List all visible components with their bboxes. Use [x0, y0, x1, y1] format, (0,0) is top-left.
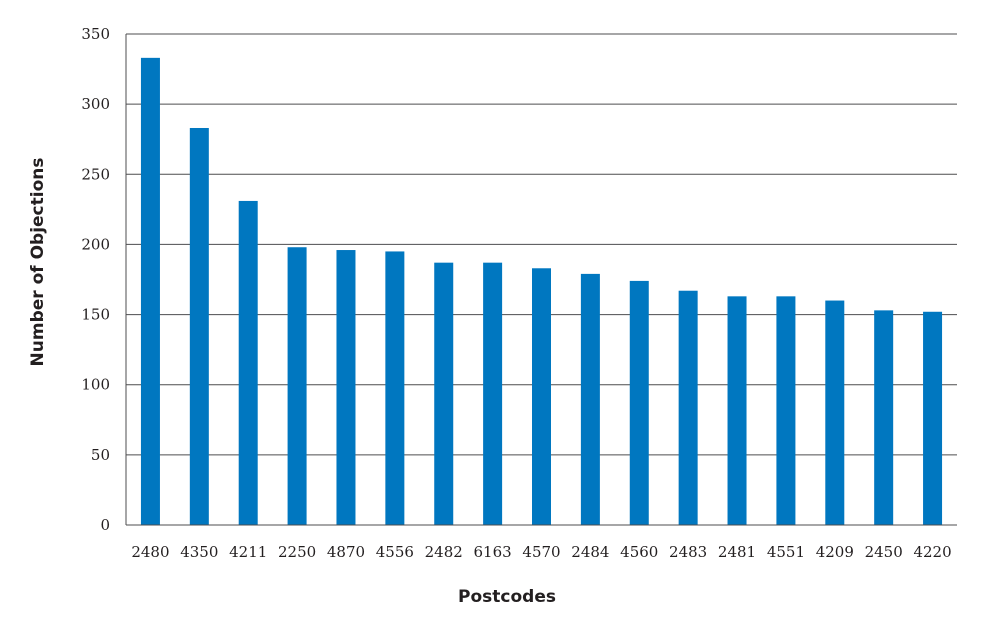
- bar: [825, 300, 845, 525]
- bar: [483, 262, 503, 525]
- y-tick-label: 50: [91, 446, 110, 464]
- bar: [434, 262, 454, 525]
- x-tick-label: 4551: [767, 543, 805, 561]
- bar: [776, 296, 796, 525]
- bar: [140, 57, 160, 525]
- x-tick-label: 4350: [180, 543, 218, 561]
- axes: [125, 34, 957, 526]
- x-tick-label: 2450: [865, 543, 903, 561]
- bar: [580, 273, 600, 525]
- x-tick-label: 4560: [620, 543, 658, 561]
- bar: [385, 251, 405, 525]
- y-tick-label: 350: [81, 25, 110, 43]
- x-tick-label: 4570: [522, 543, 560, 561]
- y-axis-title: Number of Objections: [28, 158, 48, 367]
- x-tick-label: 4209: [816, 543, 854, 561]
- x-tick-label: 2482: [425, 543, 463, 561]
- bar: [238, 200, 258, 525]
- bar: [874, 310, 894, 525]
- x-tick-labels: 2480 4350 4211 2250 4870 4556 2482 6163 4570 2484…: [131, 543, 951, 561]
- x-tick-label: 6163: [474, 543, 512, 561]
- y-tick-label: 200: [81, 235, 110, 253]
- x-axis-title: Postcodes: [458, 587, 556, 607]
- x-tick-label: 4556: [376, 543, 414, 561]
- y-tick-label: 0: [100, 516, 110, 534]
- x-tick-label: 4870: [327, 543, 365, 561]
- bar: [629, 280, 649, 525]
- y-tick-label: 250: [81, 165, 110, 183]
- bar: [336, 250, 356, 526]
- y-tick-labels: 0 50 100 150 200 250 300 350: [81, 25, 110, 534]
- y-tick-label: 300: [81, 95, 110, 113]
- x-tick-label: 4211: [229, 543, 267, 561]
- bar: [678, 290, 698, 525]
- x-tick-label: 2480: [131, 543, 169, 561]
- bar: [532, 268, 551, 525]
- x-tick-label: 2484: [571, 543, 609, 561]
- x-tick-label: 4220: [913, 543, 951, 561]
- bar: [727, 296, 747, 525]
- y-tick-label: 150: [81, 306, 110, 324]
- x-tick-label: 2483: [669, 543, 707, 561]
- bar: [287, 247, 307, 525]
- bar: [923, 311, 943, 525]
- y-tick-label: 100: [81, 376, 110, 394]
- x-tick-label: 2250: [278, 543, 316, 561]
- x-tick-label: 2481: [718, 543, 756, 561]
- bar: [189, 127, 209, 526]
- bars: [140, 57, 943, 526]
